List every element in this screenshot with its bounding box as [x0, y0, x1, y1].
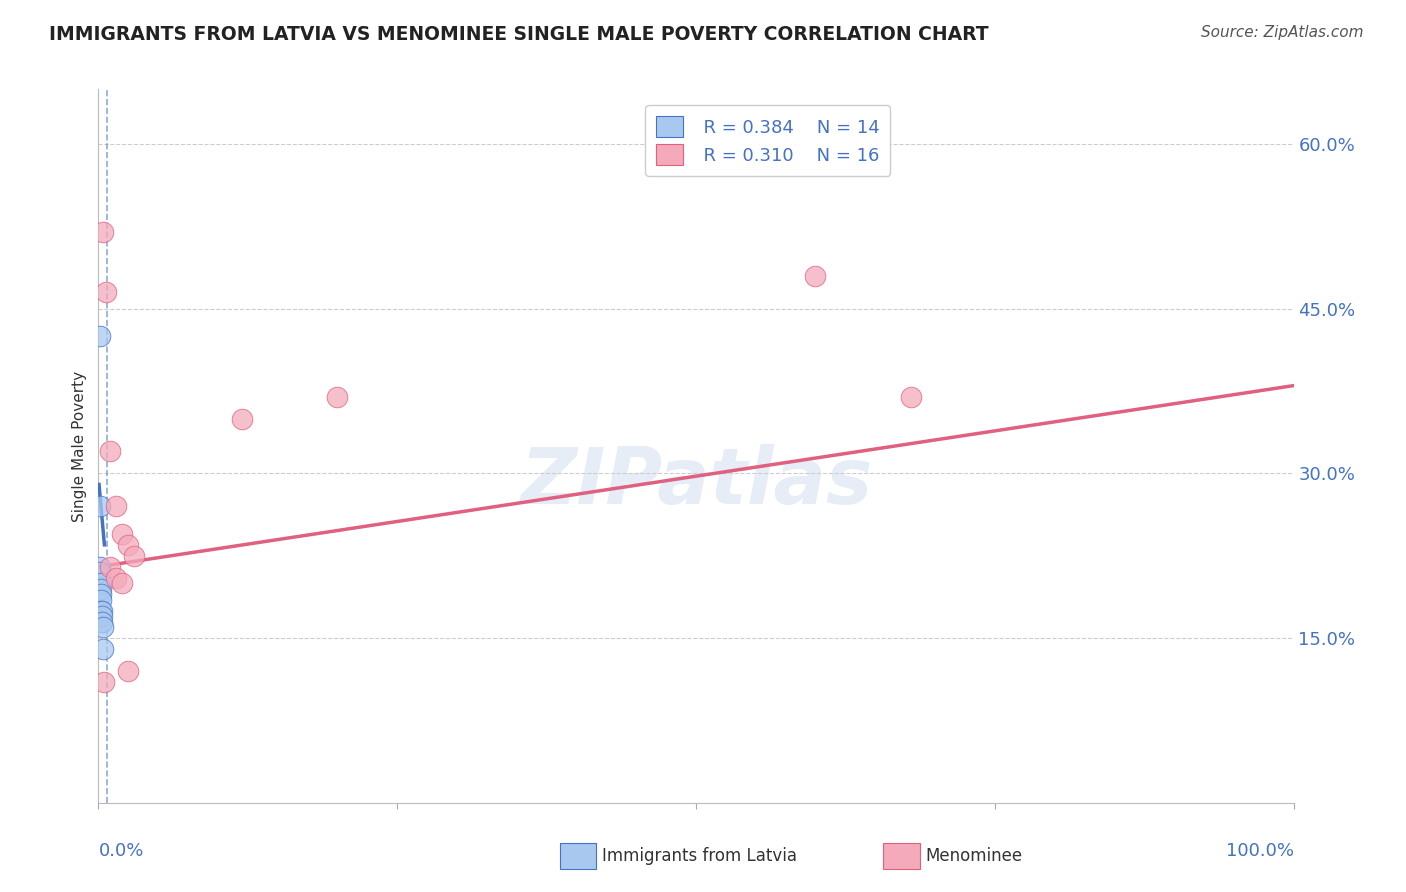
- Legend:   R = 0.384    N = 14,   R = 0.310    N = 16: R = 0.384 N = 14, R = 0.310 N = 16: [645, 105, 890, 176]
- Point: [326, 390, 349, 404]
- Point: [111, 526, 134, 541]
- Point: [89, 559, 111, 574]
- Y-axis label: Single Male Poverty: Single Male Poverty: [72, 370, 87, 522]
- Point: [900, 390, 922, 404]
- Point: [91, 615, 114, 629]
- Point: [90, 582, 112, 596]
- Point: [89, 329, 111, 343]
- Text: 0.0%: 0.0%: [98, 842, 143, 860]
- Text: Immigrants from Latvia: Immigrants from Latvia: [602, 847, 797, 865]
- Point: [94, 285, 117, 300]
- Text: ZIPatlas: ZIPatlas: [520, 443, 872, 520]
- Point: [89, 500, 111, 514]
- Point: [98, 444, 122, 458]
- Point: [91, 642, 114, 657]
- Point: [90, 604, 112, 618]
- Point: [90, 576, 112, 591]
- Point: [105, 500, 128, 514]
- Point: [111, 576, 134, 591]
- Text: Menominee: Menominee: [925, 847, 1022, 865]
- Text: Source: ZipAtlas.com: Source: ZipAtlas.com: [1201, 25, 1364, 40]
- Point: [89, 566, 111, 580]
- Point: [117, 538, 139, 552]
- Point: [91, 604, 114, 618]
- Point: [91, 225, 114, 239]
- Point: [91, 609, 114, 624]
- Point: [98, 559, 122, 574]
- Point: [231, 411, 253, 425]
- Point: [804, 268, 827, 283]
- Text: IMMIGRANTS FROM LATVIA VS MENOMINEE SINGLE MALE POVERTY CORRELATION CHART: IMMIGRANTS FROM LATVIA VS MENOMINEE SING…: [49, 25, 988, 44]
- Point: [93, 675, 115, 690]
- Point: [117, 664, 139, 678]
- Point: [90, 592, 112, 607]
- Text: 100.0%: 100.0%: [1226, 842, 1294, 860]
- Point: [105, 571, 128, 585]
- Point: [91, 620, 114, 634]
- Point: [90, 587, 112, 601]
- Point: [124, 549, 146, 563]
